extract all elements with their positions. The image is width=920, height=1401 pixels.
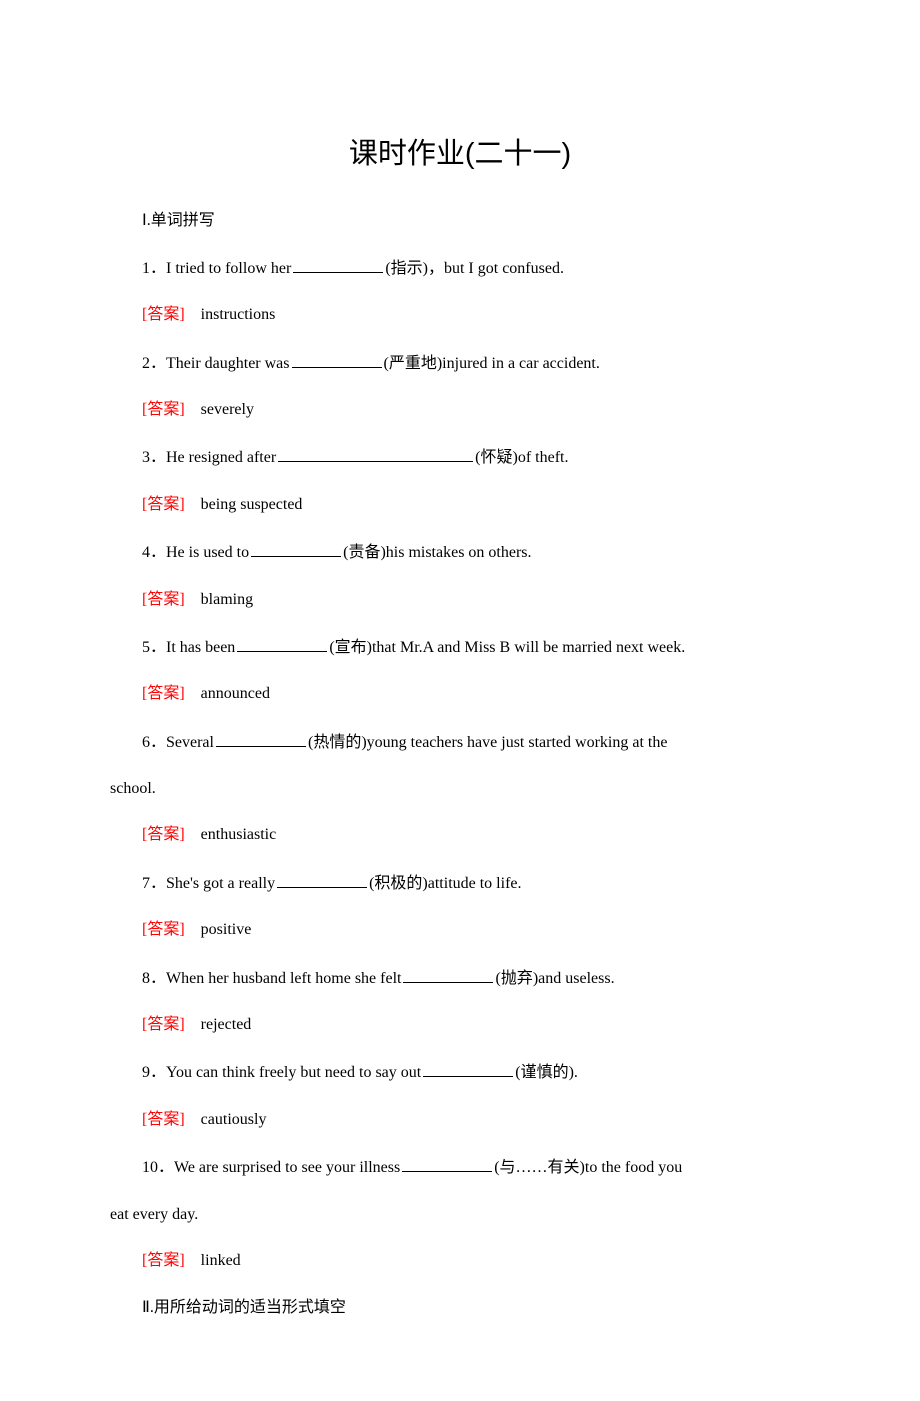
- question-10-pre: 10．We are surprised to see your illness: [142, 1159, 400, 1176]
- question-8-hint: (抛弃)and useless.: [495, 970, 614, 987]
- answer-text-4: blaming: [201, 591, 253, 608]
- question-1-pre: 1．I tried to follow her: [142, 260, 291, 277]
- blank-9: [423, 1061, 513, 1077]
- answer-4: [答案] blaming: [110, 585, 810, 615]
- answer-8: [答案] rejected: [110, 1010, 810, 1040]
- answer-text-7: positive: [201, 921, 252, 938]
- question-5-pre: 5．It has been: [142, 639, 235, 656]
- question-3-hint: (怀疑)of theft.: [475, 449, 568, 466]
- section-1-header: Ⅰ.单词拼写: [110, 207, 810, 236]
- answer-1: [答案] instructions: [110, 300, 810, 330]
- answer-10: [答案] linked: [110, 1246, 810, 1276]
- question-10-hint: (与……有关)to the food you: [494, 1159, 682, 1176]
- question-6-pre: 6．Several: [142, 734, 214, 751]
- blank-2: [292, 352, 382, 368]
- answer-text-6: enthusiastic: [201, 826, 277, 843]
- blank-3: [278, 446, 473, 462]
- answer-9: [答案] cautiously: [110, 1105, 810, 1135]
- question-7-pre: 7．She's got a really: [142, 875, 275, 892]
- answer-label-3: [答案]: [142, 496, 185, 513]
- question-7: 7．She's got a really (积极的)attitude to lif…: [110, 869, 810, 899]
- blank-4: [251, 541, 341, 557]
- answer-6: [答案] enthusiastic: [110, 820, 810, 850]
- question-4-hint: (责备)his mistakes on others.: [343, 544, 531, 561]
- question-3-pre: 3．He resigned after: [142, 449, 276, 466]
- answer-text-1: instructions: [201, 306, 276, 323]
- answer-text-10: linked: [201, 1252, 241, 1269]
- question-1-hint: (指示)，but I got confused.: [385, 260, 564, 277]
- page-title: 课时作业(二十一): [110, 130, 810, 172]
- question-5: 5．It has been (宣布)that Mr.A and Miss B wi…: [110, 633, 810, 663]
- answer-3: [答案] being suspected: [110, 490, 810, 520]
- question-10-cont: eat every day.: [110, 1200, 810, 1230]
- answer-text-8: rejected: [201, 1016, 252, 1033]
- answer-label-5: [答案]: [142, 685, 185, 702]
- question-6-hint: (热情的)young teachers have just started wo…: [308, 734, 667, 751]
- answer-text-5: announced: [201, 685, 270, 702]
- question-5-hint: (宣布)that Mr.A and Miss B will be married…: [329, 639, 685, 656]
- question-6: 6．Several (热情的)young teachers have just s…: [110, 728, 810, 758]
- question-2-hint: (严重地)injured in a car accident.: [384, 355, 600, 372]
- question-2-pre: 2．Their daughter was: [142, 355, 290, 372]
- question-3: 3．He resigned after (怀疑)of theft.: [110, 443, 810, 473]
- blank-7: [277, 872, 367, 888]
- blank-6: [216, 731, 306, 747]
- question-2: 2．Their daughter was (严重地)injured in a ca…: [110, 349, 810, 379]
- answer-label-1: [答案]: [142, 306, 185, 323]
- question-4: 4．He is used to (责备)his mistakes on other…: [110, 538, 810, 568]
- answer-label-10: [答案]: [142, 1252, 185, 1269]
- question-1: 1．I tried to follow her (指示)，but I got co…: [110, 254, 810, 284]
- blank-1: [293, 257, 383, 273]
- answer-label-7: [答案]: [142, 921, 185, 938]
- question-8-pre: 8．When her husband left home she felt: [142, 970, 401, 987]
- question-10: 10．We are surprised to see your illness (…: [110, 1153, 810, 1183]
- answer-7: [答案] positive: [110, 915, 810, 945]
- answer-label-2: [答案]: [142, 401, 185, 418]
- answer-5: [答案] announced: [110, 679, 810, 709]
- answer-label-6: [答案]: [142, 826, 185, 843]
- answer-text-3: being suspected: [201, 496, 303, 513]
- answer-2: [答案] severely: [110, 395, 810, 425]
- question-9-pre: 9．You can think freely but need to say o…: [142, 1064, 421, 1081]
- answer-label-8: [答案]: [142, 1016, 185, 1033]
- answer-text-9: cautiously: [201, 1111, 267, 1128]
- question-4-pre: 4．He is used to: [142, 544, 249, 561]
- question-8: 8．When her husband left home she felt (抛弃…: [110, 964, 810, 994]
- blank-5: [237, 636, 327, 652]
- question-6-cont: school.: [110, 774, 810, 804]
- answer-label-9: [答案]: [142, 1111, 185, 1128]
- answer-label-4: [答案]: [142, 591, 185, 608]
- blank-10: [402, 1156, 492, 1172]
- question-9-hint: (谨慎的).: [515, 1064, 578, 1081]
- question-9: 9．You can think freely but need to say o…: [110, 1058, 810, 1088]
- answer-text-2: severely: [201, 401, 254, 418]
- question-7-hint: (积极的)attitude to life.: [369, 875, 521, 892]
- blank-8: [403, 967, 493, 983]
- section-2-header: Ⅱ.用所给动词的适当形式填空: [110, 1294, 810, 1323]
